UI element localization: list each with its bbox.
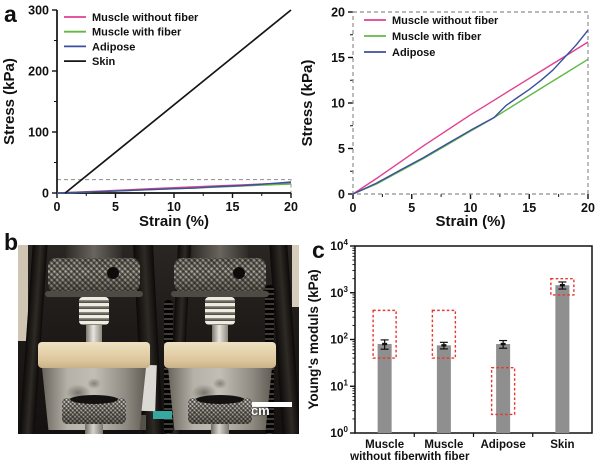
y-tick-label: 300 [28,4,49,18]
x-tick-label: 10 [167,200,181,214]
category-label-adipose: Adipose [480,439,525,451]
legend-label-muscle-with-fiber: Muscle with fiber [392,31,482,43]
reference-range-adipose [490,366,516,416]
upper-mount-cylinder [192,245,248,260]
y-tick-label: 101 [330,378,348,393]
x-tick-label: 20 [581,201,595,215]
y-tick-label: 104 [330,238,348,253]
x-tick-label: 0 [54,200,61,214]
plot-frame [354,245,593,434]
cap-rim [45,291,143,297]
cap-hole [232,266,245,279]
reference-range-skin [550,277,575,296]
panel-label-c: c [312,237,325,263]
x-tick-label: 0 [350,201,357,215]
panel-label-a: a [4,1,17,27]
y-axis-label: Stress (kPa) [300,60,316,147]
cap-hole [106,266,119,279]
x-tick-label: 5 [408,201,415,215]
y-tick-label: 200 [28,65,49,79]
upper-mount-cylinder [66,245,122,260]
plot-frame-dashed [352,11,589,195]
series-muscle-without-fiber [352,41,589,195]
background-wall-right [292,245,299,307]
y-tick-label: 5 [338,142,345,156]
scale-bar-line [240,402,292,407]
connector-rod [212,325,228,343]
x-tick-label: 20 [284,200,298,214]
left-test-rig [29,245,159,434]
legend-label-adipose: Adipose [392,47,435,59]
knurled-cap [48,258,140,292]
right-test-rig [155,245,285,434]
lower-stem [211,424,229,434]
y-axis-label: Young's moduls (kPa) [308,269,321,409]
legend-label-skin: Skin [92,56,116,68]
bar-muscle-with-fiber [436,345,451,433]
legend-label-muscle-without-fiber: Muscle without fiber [92,12,199,24]
reference-range-muscle-without-fiber [372,309,397,359]
y-tick-label: 20 [331,6,345,20]
legend-label-muscle-with-fiber: Muscle with fiber [92,27,182,39]
legend-label-adipose: Adipose [92,41,135,53]
x-tick-label: 15 [522,201,536,215]
series-adipose [352,29,589,195]
knurled-cap [174,258,266,292]
y-tick-label: 10 [331,97,345,111]
category-label-muscle-without-fiber: Muscle without fiber [349,439,420,463]
bar-muscle-without-fiber [377,344,392,433]
category-label-muscle-with-fiber: Muscle with fiber [417,439,470,463]
y-tick-label: 103 [330,285,348,300]
panel-label-b: b [4,229,19,255]
bar-skin [555,285,570,433]
category-label-skin: Skin [550,439,574,451]
stress-strain-chart-zoom: 0 5 10 15 20 0 5 10 15 20 Muscle without fiber Musc… [299,0,600,232]
x-tick-label: 15 [226,200,240,214]
legend-label-muscle-without-fiber: Muscle without fiber [392,15,499,27]
y-tick-label: 100 [330,425,348,440]
y-tick-label: 15 [331,51,345,65]
x-tick-label: 10 [464,201,478,215]
x-tick-label: 5 [112,200,119,214]
y-tick-label: 0 [338,188,345,202]
y-tick-label: 100 [28,126,49,140]
background-wall-left [18,245,28,341]
youngs-modulus-bar-chart: 100 101 102 103 104 Muscle without fiber Muscle… [306,233,600,467]
stress-strain-chart-full: 0 5 10 15 20 0 100 200 300 Muscle without fiber Mu… [0,0,300,232]
tissue-phantom-sample [164,342,276,368]
threaded-screw [79,297,109,325]
series-muscle-with-fiber [352,58,589,195]
spacer-ring [70,395,118,404]
reference-range-muscle-with-fiber [431,309,457,359]
compression-test-photo: 1 cm [18,245,299,434]
bar-adipose [496,344,511,433]
x-axis-label: Strain (%) [435,213,505,230]
y-tick-label: 0 [42,187,49,201]
cap-rim [171,291,269,297]
connector-rod [86,325,102,343]
y-tick-label: 102 [330,332,348,347]
indicator-light [153,411,172,419]
lower-stem [85,424,103,434]
x-axis-label: Strain (%) [139,213,209,230]
series-skin [64,9,292,194]
tissue-phantom-sample [38,342,150,368]
series-adipose [56,181,292,194]
y-axis-label: Stress (kPa) [1,58,18,145]
spacer-ring [196,395,244,404]
threaded-screw [205,297,235,325]
